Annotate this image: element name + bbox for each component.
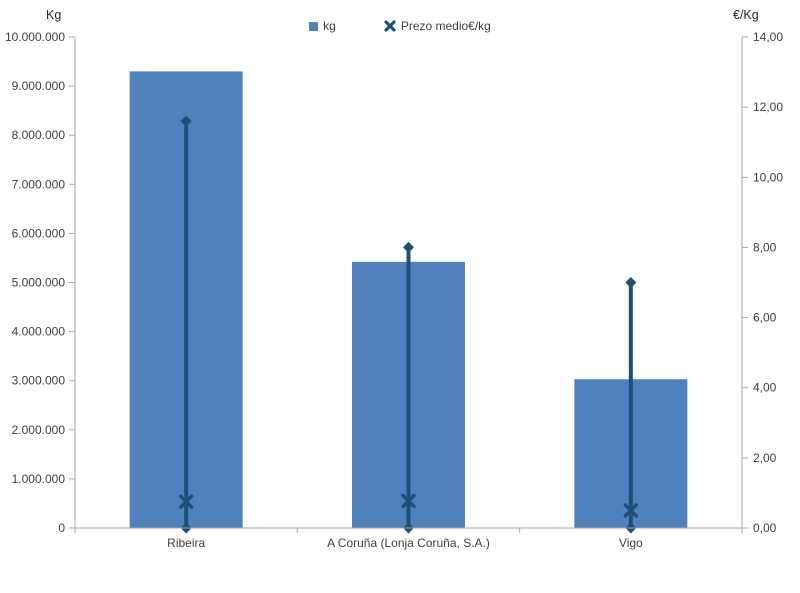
high-diamond-marker-1 [180,115,192,127]
prezo-medio-x-marker-3 [623,503,639,518]
left-tick-label: 9.000.000 [12,79,66,93]
left-tick-label: 3.000.000 [12,374,66,388]
left-tick-label: 8.000.000 [12,128,66,142]
right-tick-label: 14,00 [753,30,783,44]
category-label: A Coruña (Lonja Coruña, S.A.) [327,536,490,550]
right-tick-label: 2,00 [753,451,777,465]
left-axis-title: Kg [46,8,62,22]
legend-item-kg: kg [309,19,336,33]
right-tick-label: 4,00 [753,381,777,395]
left-tick-label: 5.000.000 [12,276,66,290]
legend-label-prezo-medio: Prezo medio€/kg [400,19,491,33]
x-marker-icon [384,20,396,32]
category-label: Vigo [619,536,643,550]
legend-item-prezo-medio: Prezo medio€/kg [384,19,491,33]
left-tick-label: 7.000.000 [12,177,66,191]
right-tick-label: 6,00 [753,311,777,325]
kg-series-swatch-icon [309,21,319,31]
left-tick-label: 10.000.000 [5,30,65,44]
left-tick-label: 0 [58,521,65,535]
right-tick-label: 0,00 [753,521,777,535]
legend: kg Prezo medio€/kg [0,19,800,33]
prezo-medio-x-marker-1 [178,494,194,509]
right-axis-title: €/Kg [733,8,759,22]
right-tick-label: 12,00 [753,100,783,114]
left-tick-label: 2.000.000 [12,423,66,437]
right-tick-label: 10,00 [753,170,783,184]
right-tick-label: 8,00 [753,240,777,254]
left-tick-label: 1.000.000 [12,472,66,486]
high-diamond-marker-3 [625,277,637,288]
left-tick-label: 4.000.000 [12,325,66,339]
legend-label-kg: kg [323,19,336,33]
left-tick-label: 6.000.000 [12,226,66,240]
high-diamond-marker-2 [403,241,414,253]
category-label: Ribeira [167,536,205,550]
prezo-medio-x-marker-2 [401,493,416,509]
